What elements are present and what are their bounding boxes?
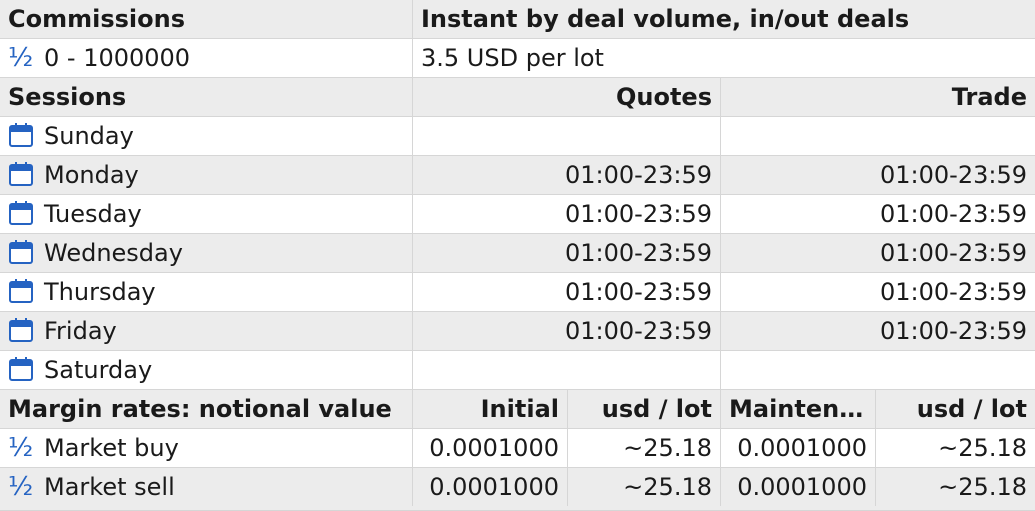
margin-row-name: Market buy [44,434,179,462]
margin-initial-header: Initial [413,390,568,428]
fraction-half-icon: ½ [8,43,34,73]
session-day-cell: Wednesday [0,234,413,272]
session-trade [721,117,1035,155]
session-day-name: Thursday [44,278,156,306]
session-day-cell: Tuesday [0,195,413,233]
margin-row-name: Market sell [44,473,175,501]
commissions-header-row: Commissions Instant by deal volume, in/o… [0,0,1035,39]
calendar-icon [9,357,33,381]
session-day-cell: Saturday [0,351,413,389]
calendar-icon [9,318,33,342]
session-day-cell: Friday [0,312,413,350]
session-day-name: Monday [44,161,139,189]
margin-initial-usd-header: usd / lot [568,390,721,428]
session-row-monday[interactable]: Monday 01:00-23:59 01:00-23:59 [0,156,1035,195]
margin-maintenance-usd: ~25.18 [938,473,1027,501]
calendar-icon [9,123,33,147]
session-row-tuesday[interactable]: Tuesday 01:00-23:59 01:00-23:59 [0,195,1035,234]
commission-tier-value: 3.5 USD per lot [421,44,604,72]
session-trade [721,351,1035,389]
commissions-header-label: Commissions [0,0,413,38]
margin-initial-usd: ~25.18 [568,468,721,506]
margin-header-row: Margin rates: notional value Initial usd… [0,390,1035,429]
commission-tier-row[interactable]: ½ 0 - 1000000 3.5 USD per lot [0,39,1035,78]
session-trade: 01:00-23:59 [880,317,1027,345]
commission-tier-range: 0 - 1000000 [44,44,191,72]
session-quotes [413,117,721,155]
session-row-friday[interactable]: Friday 01:00-23:59 01:00-23:59 [0,312,1035,351]
margin-maintenance: 0.0001000 [721,429,876,467]
margin-maintenance-usd-header: usd / lot [916,395,1027,423]
sessions-header-row: Sessions Quotes Trade [0,78,1035,117]
session-quotes: 01:00-23:59 [413,312,721,350]
session-day-name: Tuesday [44,200,142,228]
session-day-cell: Monday [0,156,413,194]
session-trade: 01:00-23:59 [880,200,1027,228]
margin-maintenance-usd: ~25.18 [938,434,1027,462]
margin-maintenance-header: Maintena... [721,390,876,428]
calendar-icon [9,279,33,303]
sessions-quotes-header: Quotes [413,78,721,116]
session-day-cell: Sunday [0,117,413,155]
session-row-saturday[interactable]: Saturday [0,351,1035,390]
margin-initial: 0.0001000 [413,429,568,467]
calendar-icon [9,201,33,225]
session-day-name: Wednesday [44,239,183,267]
session-quotes: 01:00-23:59 [413,273,721,311]
session-row-wednesday[interactable]: Wednesday 01:00-23:59 01:00-23:59 [0,234,1035,273]
session-day-name: Sunday [44,122,134,150]
fraction-half-icon: ½ [8,472,34,502]
margin-row-market-sell[interactable]: ½ Market sell 0.0001000 ~25.18 0.0001000 … [0,468,1035,511]
calendar-icon [9,240,33,264]
margin-initial-usd: ~25.18 [568,429,721,467]
calendar-icon [9,162,33,186]
margin-initial: 0.0001000 [413,468,568,506]
session-trade: 01:00-23:59 [880,161,1027,189]
sessions-header-label: Sessions [0,78,413,116]
session-row-thursday[interactable]: Thursday 01:00-23:59 01:00-23:59 [0,273,1035,312]
session-trade: 01:00-23:59 [880,239,1027,267]
session-trade: 01:00-23:59 [880,278,1027,306]
session-day-name: Friday [44,317,117,345]
commission-tier-range-cell: ½ 0 - 1000000 [0,39,413,77]
margin-name-cell: ½ Market sell [0,468,413,506]
margin-name-cell: ½ Market buy [0,429,413,467]
session-quotes: 01:00-23:59 [413,234,721,272]
commissions-header-value: Instant by deal volume, in/out deals [421,5,910,33]
margin-row-market-buy[interactable]: ½ Market buy 0.0001000 ~25.18 0.0001000 ~… [0,429,1035,468]
session-quotes: 01:00-23:59 [413,156,721,194]
session-day-name: Saturday [44,356,153,384]
session-quotes: 01:00-23:59 [413,195,721,233]
sessions-trade-header: Trade [951,83,1027,111]
session-row-sunday[interactable]: Sunday [0,117,1035,156]
fraction-half-icon: ½ [8,433,34,463]
session-day-cell: Thursday [0,273,413,311]
margin-maintenance: 0.0001000 [721,468,876,506]
session-quotes [413,351,721,389]
margin-header-label: Margin rates: notional value [0,390,413,428]
